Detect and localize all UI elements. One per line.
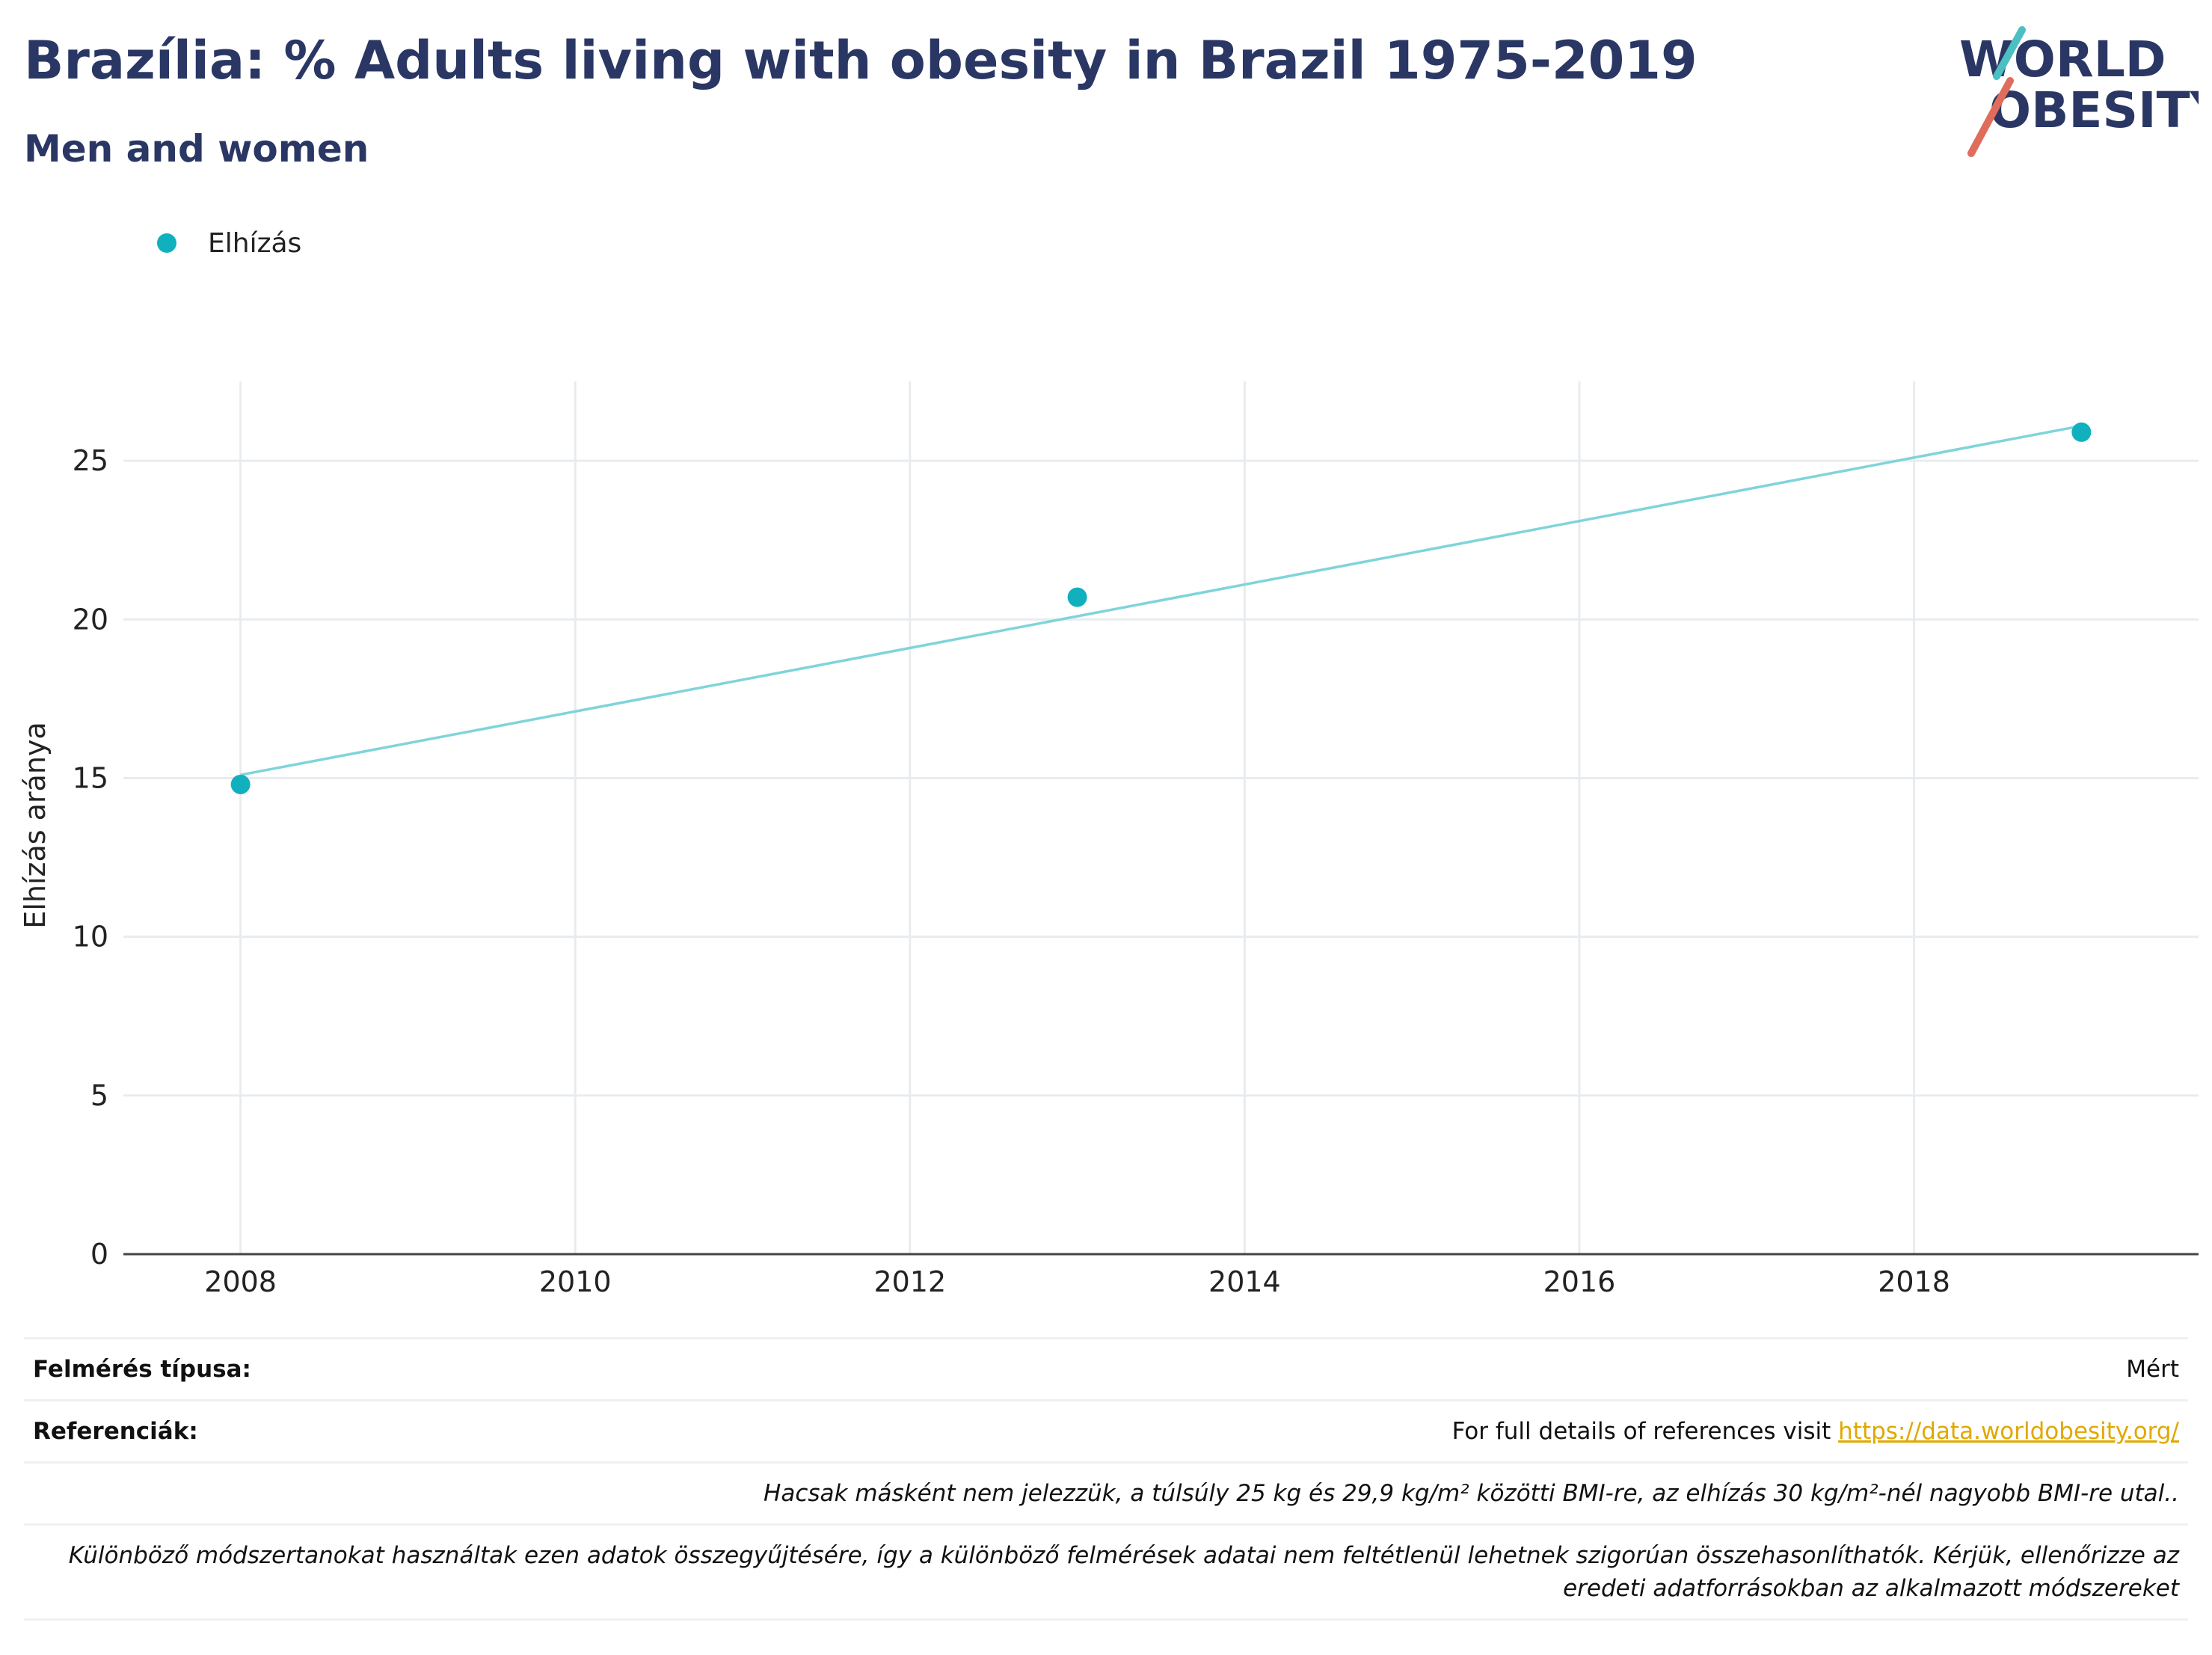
x-tick-label: 2016 (1543, 1265, 1616, 1298)
definition-note-row: Hacsak másként nem jelezzük, a túlsúly 2… (24, 1461, 2188, 1523)
grid-lines (123, 381, 2199, 1254)
x-tick-label: 2010 (539, 1265, 612, 1298)
references-prefix: For full details of references visit (1451, 1418, 1839, 1445)
x-tick-label: 2012 (873, 1265, 946, 1298)
references-link[interactable]: https://data.worldobesity.org/ (1838, 1418, 2179, 1445)
x-tick-label: 2018 (1878, 1265, 1950, 1298)
references-text: For full details of references visit htt… (1452, 1418, 2179, 1445)
chart-subtitle: Men and women (24, 127, 369, 171)
data-points (230, 422, 2092, 794)
trendline (240, 424, 2082, 776)
references-label: Referenciák: (33, 1418, 198, 1445)
y-tick-label: 0 (90, 1238, 108, 1271)
y-tick-label: 20 (73, 603, 108, 636)
info-table: Felmérés típusa: Mért Referenciák: For f… (24, 1337, 2188, 1621)
x-tick-label: 2008 (204, 1265, 277, 1298)
methodology-note: Különböző módszertanokat használtak ezen… (69, 1539, 2179, 1605)
legend-marker-icon (157, 233, 176, 253)
world-obesity-logo: WORLD OBESITY (1959, 26, 2199, 157)
methodology-note-row: Különböző módszertanokat használtak ezen… (24, 1523, 2188, 1621)
y-tick-label: 15 (73, 761, 108, 794)
methodology-note-line2: eredeti adatforrásokban az alkalmazott m… (1563, 1575, 2179, 1602)
definition-note: Hacsak másként nem jelezzük, a túlsúly 2… (764, 1480, 2179, 1507)
y-tick-label: 5 (90, 1079, 108, 1112)
survey-type-label: Felmérés típusa: (33, 1356, 251, 1383)
logo-text-world: WORLD (1959, 31, 2166, 88)
data-point (1067, 587, 1087, 607)
y-tick-label: 10 (73, 921, 108, 954)
y-tick-label: 25 (73, 444, 108, 477)
chart-area: 0 5 10 15 20 25 2008 2010 2012 2014 2016 2018 Elhíz… (19, 381, 2199, 1298)
y-axis-label: Elhízás aránya (19, 722, 52, 928)
axes: 0 5 10 15 20 25 2008 2010 2012 2014 2016 2018 (73, 444, 2199, 1298)
chart-legend[interactable]: Elhízás (157, 224, 301, 262)
survey-type-row: Felmérés típusa: Mért (24, 1337, 2188, 1399)
logo-text-obesity: OBESITY (1989, 82, 2199, 139)
chart-title: Brazília: % Adults living with obesity i… (24, 30, 1698, 91)
data-point (230, 774, 251, 794)
data-point (2071, 422, 2092, 442)
logo-slash-red (1967, 77, 2014, 157)
references-row: Referenciák: For full details of referen… (24, 1399, 2188, 1461)
logo-slash-teal (1993, 26, 2026, 80)
trendline-group (240, 424, 2082, 776)
survey-type-value: Mért (2126, 1356, 2179, 1383)
x-tick-label: 2014 (1208, 1265, 1281, 1298)
methodology-note-line1: Különböző módszertanokat használtak ezen… (68, 1542, 2179, 1569)
legend-label: Elhízás (208, 227, 302, 259)
